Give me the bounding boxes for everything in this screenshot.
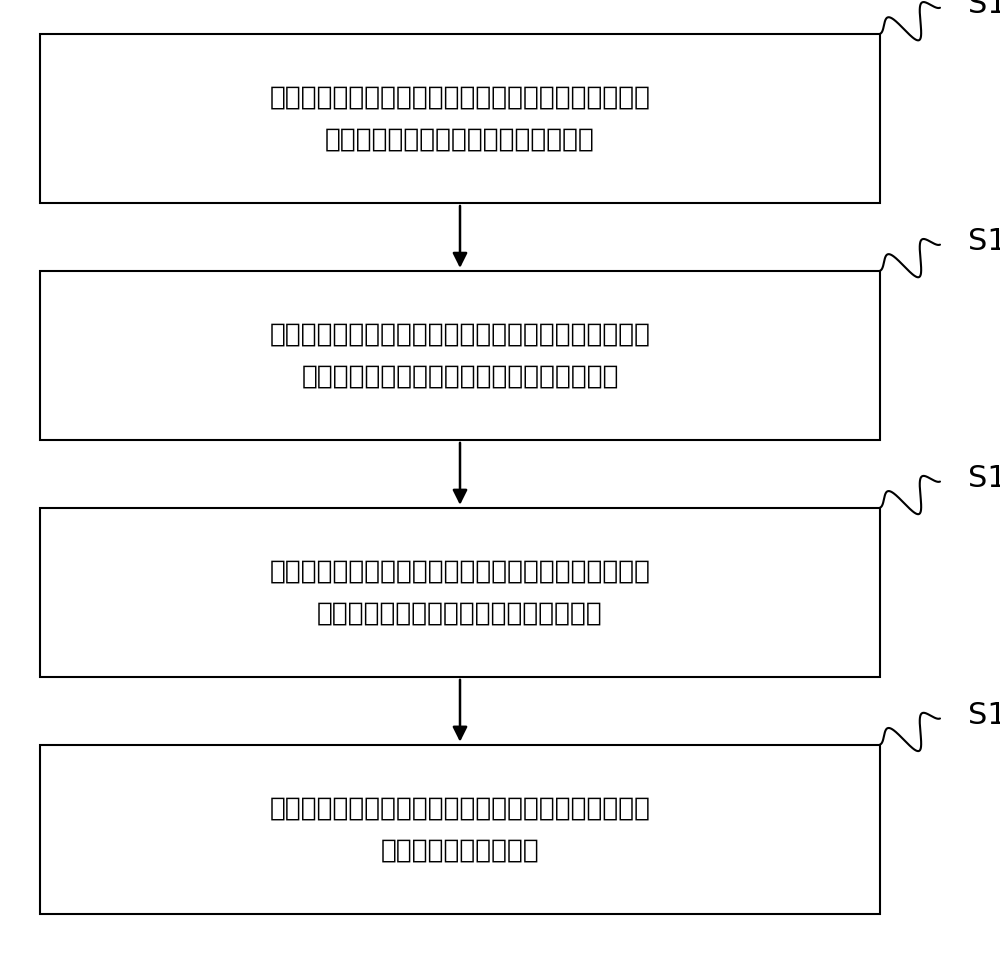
Text: 根据所述动态差异划分风速区间并建立所述风速区间的
由对应风速的线性化模型形成的线性化模型集: 根据所述动态差异划分风速区间并建立所述风速区间的 由对应风速的线性化模型形成的线… (269, 321, 650, 390)
Text: 获取风机在各风速点的线性化模型并根据间隙度量获取
各风速点的线性化模型之间的动态差异: 获取风机在各风速点的线性化模型并根据间隙度量获取 各风速点的线性化模型之间的动态… (269, 84, 650, 153)
Text: S140: S140 (968, 701, 1000, 730)
Bar (40, 745, 880, 914)
Bar (40, 271, 880, 440)
Text: 根据所述风速区间的线性化模型集获取每个风速区间用
于风机控制的预测控制器的最优控制输入: 根据所述风速区间的线性化模型集获取每个风速区间用 于风机控制的预测控制器的最优控… (269, 558, 650, 627)
Text: S110: S110 (968, 0, 1000, 19)
Text: S120: S120 (968, 227, 1000, 256)
Text: S130: S130 (968, 464, 1000, 493)
Bar (40, 508, 880, 677)
Text: 根据各线性化模型间的切换规则调用相应的预测控制器
获取实时最优控制输入: 根据各线性化模型间的切换规则调用相应的预测控制器 获取实时最优控制输入 (269, 795, 650, 864)
Bar (40, 34, 880, 203)
